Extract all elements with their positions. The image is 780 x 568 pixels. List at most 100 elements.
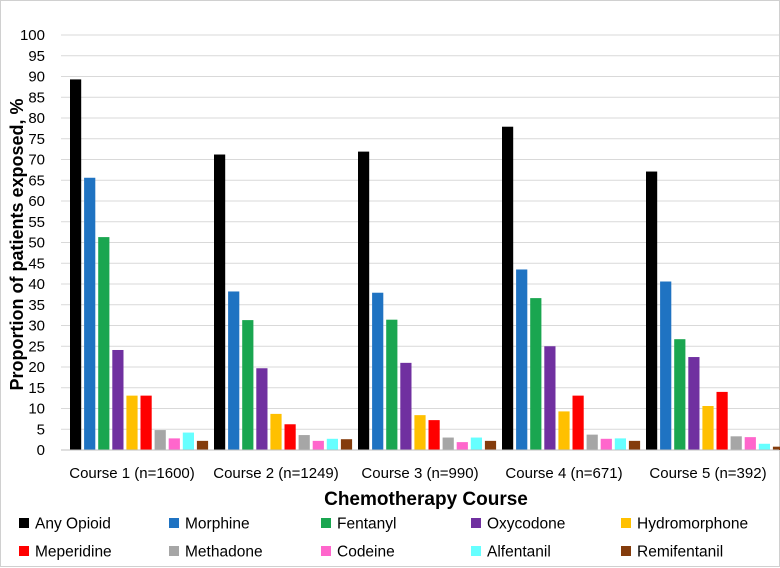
legend-item: Oxycodone bbox=[471, 516, 565, 533]
bar bbox=[758, 443, 770, 450]
y-tick-label: 90 bbox=[28, 69, 45, 86]
y-tick-label: 40 bbox=[28, 276, 45, 293]
bar bbox=[414, 415, 426, 450]
bar bbox=[772, 446, 780, 450]
bar bbox=[544, 346, 556, 450]
bar bbox=[298, 435, 310, 450]
legend-item: Remifentanil bbox=[621, 544, 723, 561]
x-tick-label: Course 2 (n=1249) bbox=[213, 465, 339, 482]
bar bbox=[70, 79, 82, 451]
bar bbox=[502, 126, 514, 451]
legend-item: Hydromorphone bbox=[621, 516, 748, 533]
bar bbox=[456, 442, 468, 450]
y-tick-label: 70 bbox=[28, 152, 45, 169]
x-tick-label: Course 5 (n=392) bbox=[649, 465, 766, 482]
bar bbox=[484, 440, 497, 450]
legend-label: Oxycodone bbox=[487, 516, 565, 533]
bar bbox=[228, 291, 240, 450]
y-axis-ticks: 0 5 10 15 20 25 30 35 40 45 50 55 60 65 70 75 80 85 90 95 10… bbox=[20, 27, 45, 459]
y-tick-label: 15 bbox=[28, 380, 45, 397]
bar bbox=[242, 320, 254, 450]
legend-item: Fentanyl bbox=[321, 516, 396, 533]
bar bbox=[84, 177, 96, 450]
legend-swatch bbox=[169, 518, 179, 528]
y-tick-label: 45 bbox=[28, 255, 45, 272]
bar bbox=[716, 391, 728, 450]
y-tick-label: 55 bbox=[28, 214, 45, 231]
bar bbox=[182, 432, 194, 450]
legend-label: Methadone bbox=[185, 544, 263, 561]
bar bbox=[326, 438, 338, 450]
bars bbox=[70, 79, 780, 451]
bar bbox=[98, 237, 110, 450]
legend-swatch bbox=[471, 546, 481, 556]
bar bbox=[400, 362, 412, 450]
x-axis-label: Chemotherapy Course bbox=[324, 489, 528, 510]
legend-item: Any Opioid bbox=[19, 516, 111, 533]
bar bbox=[372, 292, 384, 450]
y-tick-label: 95 bbox=[28, 48, 45, 65]
bar bbox=[126, 395, 138, 450]
x-axis-ticks: Course 1 (n=1600) Course 2 (n=1249) Course… bbox=[69, 465, 766, 482]
legend-swatch bbox=[19, 546, 29, 556]
y-tick-label: 30 bbox=[28, 318, 45, 335]
y-tick-label: 20 bbox=[28, 359, 45, 376]
bar bbox=[214, 154, 226, 450]
y-tick-label: 75 bbox=[28, 131, 45, 148]
legend-swatch bbox=[169, 546, 179, 556]
bar bbox=[628, 440, 641, 450]
legend-label: Fentanyl bbox=[337, 516, 396, 533]
bar bbox=[284, 424, 296, 450]
bar bbox=[744, 437, 756, 450]
bar bbox=[730, 436, 742, 450]
bar bbox=[660, 281, 672, 450]
legend-item: Methadone bbox=[169, 544, 263, 561]
bar bbox=[646, 171, 658, 451]
y-axis-label: Proportion of patients exposed, % bbox=[7, 98, 27, 390]
bar bbox=[586, 434, 598, 450]
legend: Any Opioid Morphine Fentanyl Oxycodone Hydro… bbox=[19, 516, 748, 561]
legend-swatch bbox=[321, 546, 331, 556]
bar bbox=[600, 438, 612, 450]
bar bbox=[340, 439, 353, 450]
bar bbox=[572, 395, 584, 450]
legend-label: Any Opioid bbox=[35, 516, 111, 533]
y-tick-label: 25 bbox=[28, 338, 45, 355]
bar bbox=[516, 269, 528, 450]
bar bbox=[256, 368, 268, 450]
x-tick-label: Course 3 (n=990) bbox=[361, 465, 478, 482]
bar bbox=[140, 395, 152, 450]
y-tick-label: 65 bbox=[28, 172, 45, 189]
y-tick-label: 80 bbox=[28, 110, 45, 127]
y-tick-label: 60 bbox=[28, 193, 45, 210]
bar bbox=[386, 319, 398, 450]
bar bbox=[270, 413, 282, 450]
legend-item: Alfentanil bbox=[471, 544, 551, 561]
legend-item: Codeine bbox=[321, 544, 395, 561]
legend-label: Alfentanil bbox=[487, 544, 551, 561]
legend-label: Codeine bbox=[337, 544, 395, 561]
legend-label: Meperidine bbox=[35, 544, 112, 561]
bar bbox=[112, 349, 124, 450]
y-tick-label: 100 bbox=[20, 27, 45, 44]
bar bbox=[442, 437, 454, 450]
bar bbox=[558, 411, 570, 450]
legend-label: Hydromorphone bbox=[637, 516, 748, 533]
bar bbox=[358, 151, 370, 451]
y-tick-label: 5 bbox=[37, 421, 45, 438]
legend-item: Meperidine bbox=[19, 544, 112, 561]
bar bbox=[312, 440, 324, 450]
legend-swatch bbox=[19, 518, 29, 528]
legend-swatch bbox=[621, 546, 631, 556]
x-tick-label: Course 4 (n=671) bbox=[505, 465, 622, 482]
legend-swatch bbox=[471, 518, 481, 528]
y-tick-label: 50 bbox=[28, 235, 45, 252]
gridlines bbox=[61, 34, 779, 430]
y-tick-label: 35 bbox=[28, 297, 45, 314]
legend-swatch bbox=[321, 518, 331, 528]
legend-label: Remifentanil bbox=[637, 544, 723, 561]
bar bbox=[428, 420, 440, 450]
bar bbox=[168, 438, 180, 450]
